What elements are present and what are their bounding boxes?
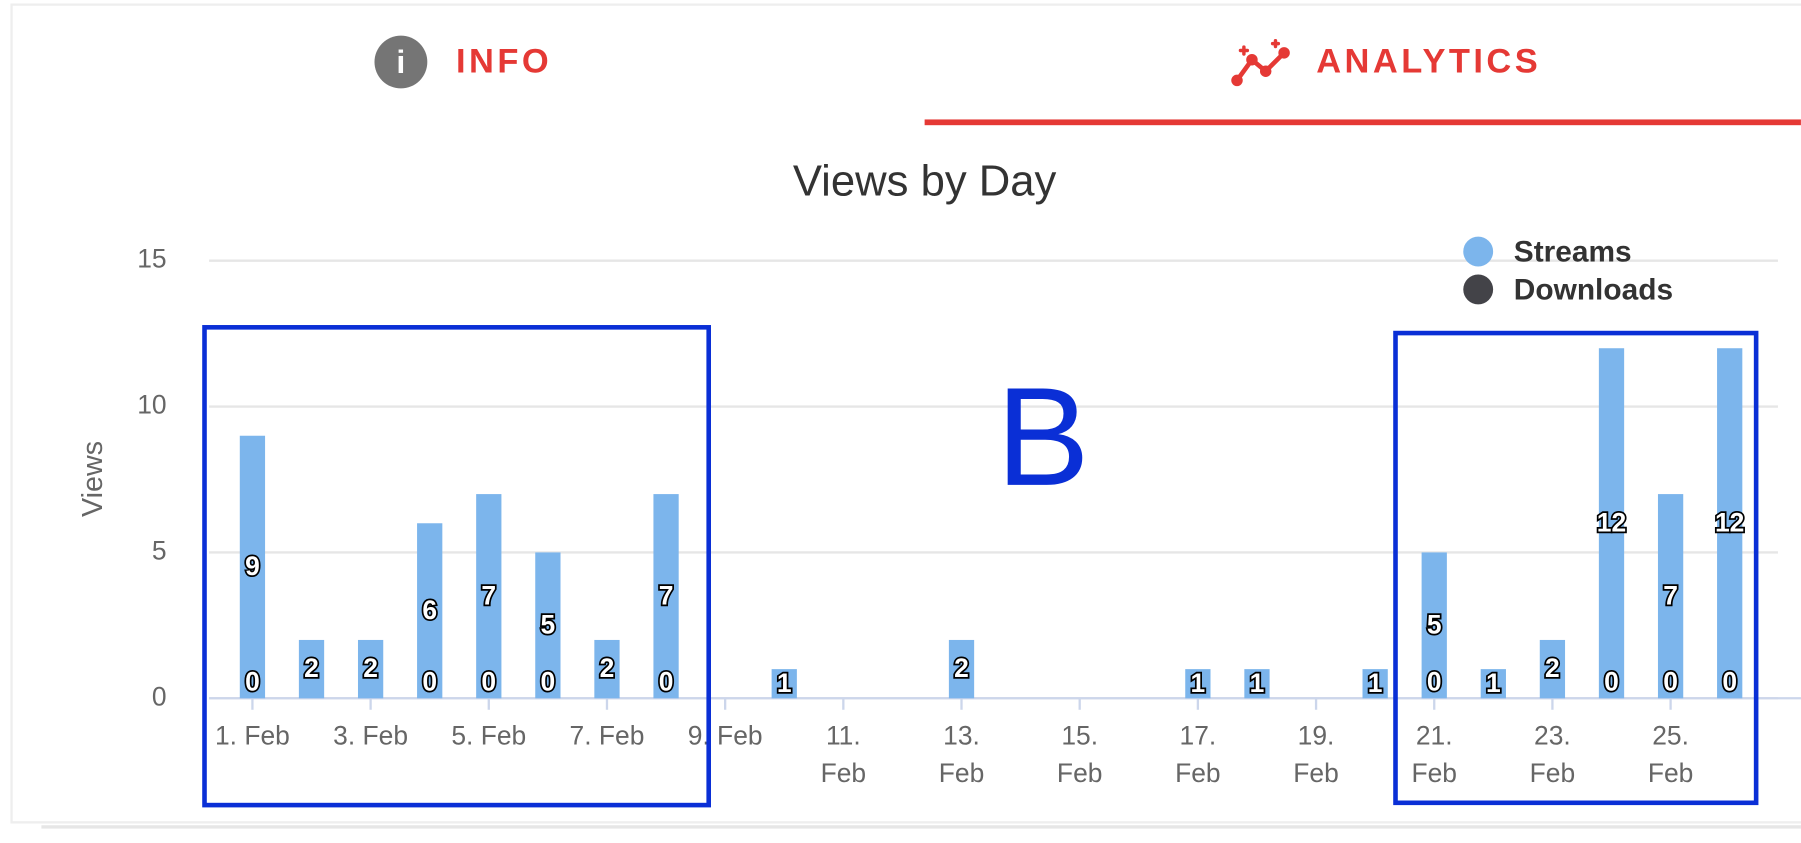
tab-info[interactable]: i INFO bbox=[374, 35, 552, 89]
bar bbox=[1362, 669, 1388, 699]
data-label: 0 bbox=[481, 666, 496, 696]
tab-label: ANALYTICS bbox=[1316, 42, 1541, 80]
x-tick-label: 9. Feb bbox=[688, 720, 763, 750]
analytics-icon bbox=[1231, 39, 1290, 87]
bar bbox=[476, 494, 502, 699]
data-label: 0 bbox=[245, 666, 260, 696]
bar bbox=[1657, 494, 1684, 699]
data-label: 12 bbox=[1715, 507, 1744, 537]
legend-marker bbox=[1463, 274, 1494, 305]
bar bbox=[1244, 669, 1270, 699]
tab-analytics[interactable]: ANALYTICS bbox=[1231, 39, 1542, 87]
bar bbox=[298, 639, 325, 699]
data-label: 1 bbox=[1368, 668, 1383, 698]
y-tick-label: 10 bbox=[137, 390, 166, 420]
panel-border bbox=[10, 3, 1801, 824]
x-tick-label: 25. Feb bbox=[1648, 720, 1694, 788]
x-tick-label: 23. Feb bbox=[1530, 720, 1576, 788]
bar bbox=[1539, 639, 1566, 699]
y-tick-label: 0 bbox=[152, 681, 167, 711]
data-label: 12 bbox=[1597, 507, 1626, 537]
highlight-box bbox=[1393, 330, 1759, 806]
tab-label: INFO bbox=[456, 42, 552, 80]
data-label: 1 bbox=[1250, 668, 1265, 698]
data-label: 0 bbox=[1663, 666, 1678, 696]
x-tick-label: 21. Feb bbox=[1411, 720, 1457, 788]
data-label: 0 bbox=[1722, 666, 1737, 696]
y-tick-label: 5 bbox=[152, 535, 167, 565]
data-label: 0 bbox=[422, 666, 437, 696]
data-label: 1 bbox=[777, 668, 792, 698]
legend-label: Downloads bbox=[1514, 274, 1673, 307]
bar bbox=[1598, 348, 1625, 699]
data-label: 2 bbox=[600, 653, 615, 683]
data-label: 0 bbox=[659, 666, 674, 696]
bar bbox=[1717, 348, 1743, 699]
bar bbox=[1480, 669, 1506, 699]
info-icon-glyph: i bbox=[396, 44, 405, 80]
data-label: 1 bbox=[1486, 668, 1501, 698]
legend-marker bbox=[1463, 236, 1494, 267]
x-tick-label: 11. Feb bbox=[821, 720, 867, 788]
bar bbox=[535, 552, 561, 699]
bar bbox=[653, 494, 679, 699]
data-label: 7 bbox=[481, 580, 496, 610]
bar bbox=[417, 523, 443, 699]
annotation-letter: B bbox=[996, 358, 1089, 515]
x-tick-label: 19. Feb bbox=[1293, 720, 1339, 788]
x-tick-label: 17. Feb bbox=[1175, 720, 1221, 788]
bar bbox=[1421, 552, 1447, 699]
data-label: 6 bbox=[422, 595, 437, 625]
x-tick-label: 5. Feb bbox=[451, 720, 526, 750]
x-tick-label: 7. Feb bbox=[570, 720, 645, 750]
data-label: 2 bbox=[363, 653, 378, 683]
x-tick-label: 3. Feb bbox=[333, 720, 408, 750]
bar bbox=[771, 669, 797, 699]
bar bbox=[357, 639, 384, 699]
x-tick-label: 15. Feb bbox=[1057, 720, 1103, 788]
info-icon bbox=[374, 35, 428, 89]
data-label: 1 bbox=[1191, 668, 1206, 698]
bar bbox=[239, 435, 266, 699]
highlight-box bbox=[202, 325, 711, 808]
data-label: 7 bbox=[659, 580, 674, 610]
x-tick-label: 1. Feb bbox=[215, 720, 290, 750]
bar bbox=[594, 639, 620, 699]
data-label: 2 bbox=[954, 653, 969, 683]
y-axis-title: Views bbox=[77, 441, 109, 517]
bar bbox=[948, 639, 975, 699]
legend-label: Streams bbox=[1514, 236, 1632, 269]
data-label: 0 bbox=[1604, 666, 1619, 696]
data-label: 5 bbox=[1427, 609, 1442, 639]
chart-title: Views by Day bbox=[793, 156, 1057, 205]
bar bbox=[1185, 669, 1211, 699]
data-label: 0 bbox=[541, 666, 556, 696]
data-label: 9 bbox=[245, 551, 260, 581]
y-tick-label: 15 bbox=[137, 244, 166, 274]
x-tick-label: 13. Feb bbox=[939, 720, 985, 788]
active-tab-indicator bbox=[924, 119, 1801, 126]
data-label: 0 bbox=[1427, 666, 1442, 696]
highlight-boxes bbox=[202, 325, 1759, 808]
data-label: 5 bbox=[541, 609, 556, 639]
data-label: 2 bbox=[1545, 653, 1560, 683]
data-label: 7 bbox=[1663, 580, 1678, 610]
data-label: 2 bbox=[304, 653, 319, 683]
